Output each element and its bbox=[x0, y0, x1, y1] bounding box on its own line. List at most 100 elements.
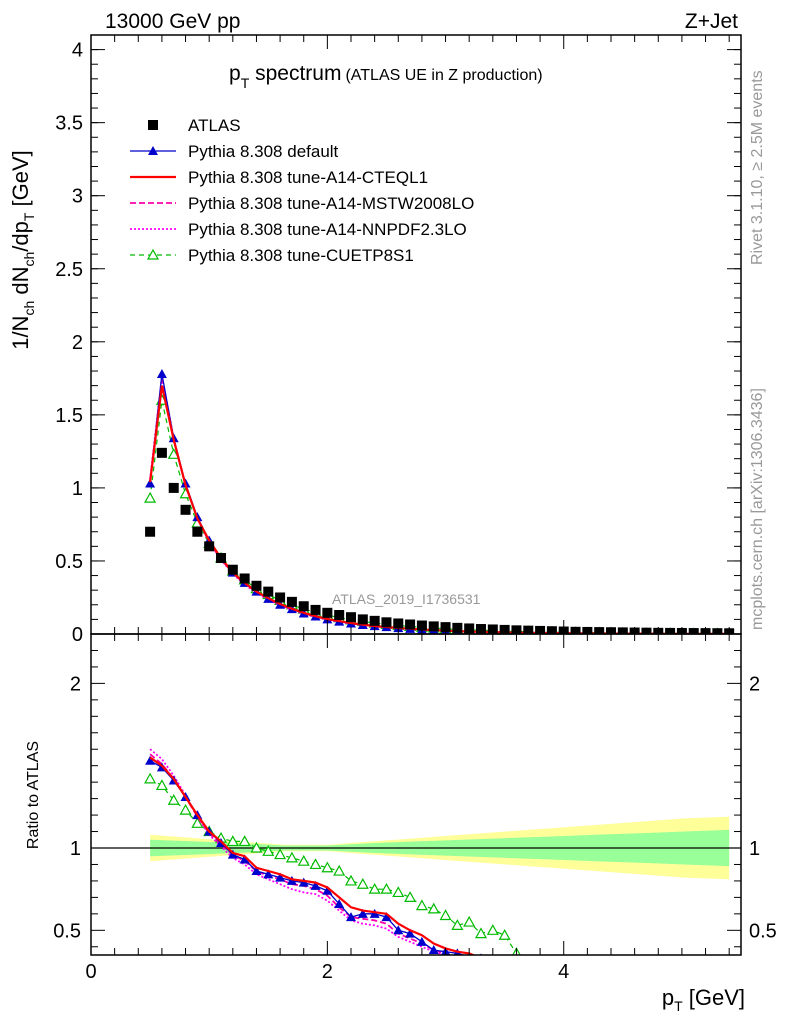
process-label: Z+Jet bbox=[685, 10, 738, 33]
main-atlas-point bbox=[523, 625, 534, 634]
main-cuetp8s1-point bbox=[144, 491, 157, 503]
main-atlas-point bbox=[369, 615, 380, 626]
x-tick-label: 2 bbox=[322, 961, 333, 983]
main-atlas-point bbox=[393, 618, 404, 629]
main-atlas-point bbox=[239, 573, 250, 584]
main-y-tick-label: 4 bbox=[72, 40, 83, 62]
main-y-tick-label: 0.5 bbox=[55, 551, 83, 573]
ratio-default-point bbox=[393, 925, 404, 935]
ratio-frame bbox=[90, 633, 742, 956]
ratio-y-tick-label: 1 bbox=[70, 838, 81, 860]
main-cuetp8s1-point bbox=[167, 448, 180, 459]
ratio-default-point bbox=[298, 877, 309, 887]
x-tick-label: 4 bbox=[558, 961, 569, 983]
legend-mstw-label: Pythia 8.308 tune-A14-MSTW2008LO bbox=[188, 194, 474, 213]
ylabel-sub-1: ch bbox=[21, 301, 37, 316]
ratio-cuetp8s1-point bbox=[463, 915, 476, 927]
ratio-cuetp8s1-point bbox=[238, 835, 251, 847]
ylabel-sub-2: ch bbox=[21, 252, 37, 267]
ratio-cuetp8s1-point bbox=[297, 854, 310, 866]
ratio-default-point bbox=[310, 880, 321, 890]
main-y-tick-label: 3 bbox=[72, 186, 83, 208]
legend-default-marker bbox=[148, 146, 158, 155]
source-label: mcplots.cern.ch [arXiv:1306.3436] bbox=[749, 388, 766, 630]
ratio-y-axis-label: Ratio to ATLAS bbox=[25, 741, 42, 849]
ratio-cuetp8s1-point bbox=[415, 899, 428, 911]
main-atlas-point bbox=[594, 627, 605, 634]
ratio-cuetp8s1-point bbox=[179, 803, 192, 815]
main-atlas-point bbox=[416, 620, 427, 631]
main-atlas-point bbox=[298, 601, 309, 612]
main-atlas-point bbox=[263, 586, 274, 597]
ratio-cuetp8s1-point bbox=[486, 924, 499, 935]
ratio-default-point bbox=[369, 908, 380, 918]
chart-title-main: p bbox=[229, 62, 241, 85]
legend-cteql1-label: Pythia 8.308 tune-A14-CTEQL1 bbox=[188, 168, 428, 187]
main-y-tick-label: 1.5 bbox=[55, 405, 83, 427]
ratio-cuetp8s1-point bbox=[368, 882, 381, 894]
main-atlas-point bbox=[712, 628, 723, 634]
main-atlas-point bbox=[145, 526, 156, 537]
energy-label: 13000 GeV pp bbox=[105, 10, 240, 33]
main-y-ticks: 0 0.5 1 1.5 2 2.5 3 3.5 4 bbox=[55, 34, 741, 646]
main-atlas-point bbox=[275, 592, 286, 603]
main-atlas-point bbox=[617, 627, 628, 634]
ratio-y-tick-label: 0.5 bbox=[53, 920, 81, 942]
main-atlas-point bbox=[168, 482, 179, 493]
legend-atlas-label: ATLAS bbox=[188, 116, 241, 135]
ratio-cteql1-line bbox=[149, 756, 476, 955]
ratio-cuetp8s1-point bbox=[274, 848, 287, 860]
main-atlas-point bbox=[641, 627, 652, 634]
main-atlas-point bbox=[180, 504, 191, 515]
ratio-cuetp8s1-point bbox=[155, 779, 168, 791]
legend-nnpdf-label: Pythia 8.308 tune-A14-NNPDF2.3LO bbox=[188, 220, 467, 239]
ratio-default-point bbox=[334, 898, 345, 908]
ratio-cuetp8s1-point bbox=[333, 864, 346, 876]
x-tick-label: 0 bbox=[85, 961, 96, 983]
ratio-cuetp8s1-point bbox=[191, 817, 204, 828]
ratio-cuetp8s1-point bbox=[427, 902, 440, 914]
legend: ATLAS Pythia 8.308 default Pythia 8.308 tu… bbox=[130, 116, 474, 265]
chart-title-note: (ATLAS UE in Z production) bbox=[345, 67, 542, 84]
legend-cuetp8s1-label: Pythia 8.308 tune-CUETP8S1 bbox=[188, 246, 414, 265]
main-atlas-point bbox=[546, 626, 557, 634]
ylabel-sub-3: T bbox=[21, 212, 37, 221]
ratio-plot-marks bbox=[91, 748, 741, 955]
ratio-cuetp8s1-point bbox=[309, 858, 322, 870]
chart-title-rest: spectrum bbox=[249, 62, 341, 85]
x-axis-label: pT [GeV] bbox=[662, 985, 745, 1014]
main-panel: 00.511.522.533.54 pT spectrum (ATLAS UE i… bbox=[8, 34, 742, 646]
ratio-y-tick-label-right: 2 bbox=[749, 673, 760, 695]
main-default-point bbox=[145, 478, 156, 488]
main-atlas-point bbox=[665, 627, 676, 634]
main-atlas-point bbox=[216, 553, 226, 564]
ratio-cuetp8s1-point bbox=[144, 772, 157, 784]
xlabel-main: p bbox=[662, 985, 674, 1010]
main-y-tick-label: 2 bbox=[72, 332, 83, 354]
main-atlas-point bbox=[688, 628, 699, 634]
ratio-cuetp8s1-point bbox=[250, 841, 263, 853]
ratio-cuetp8s1-point bbox=[321, 861, 334, 873]
main-atlas-point bbox=[381, 617, 392, 628]
ratio-default-point bbox=[239, 854, 250, 864]
ratio-cuetp8s1-point bbox=[392, 886, 405, 898]
ratio-cuetp8s1-point bbox=[226, 835, 239, 847]
xlabel-sub: T bbox=[674, 998, 683, 1014]
chart-title-sub: T bbox=[241, 75, 250, 91]
main-atlas-point bbox=[251, 580, 262, 591]
ylabel-part-2: dN bbox=[8, 267, 33, 301]
main-y-tick-label: 0 bbox=[72, 624, 83, 646]
ratio-y-tick-label-right: 0.5 bbox=[749, 920, 777, 942]
main-atlas-point bbox=[322, 607, 333, 618]
main-atlas-point bbox=[428, 621, 439, 632]
ratio-panel: 0.5 0.5 1 1 2 2 0 2 4 Ratio to ATLAS pT [GeV] bbox=[25, 633, 777, 1014]
ratio-cuetp8s1-point bbox=[380, 882, 393, 894]
main-atlas-point bbox=[346, 612, 356, 623]
ratio-default-point bbox=[227, 849, 238, 859]
main-cuetp8s1-line bbox=[149, 400, 730, 634]
ratio-y-tick-label: 2 bbox=[70, 673, 81, 695]
ratio-ticks: 0.5 0.5 1 1 2 2 0 2 4 bbox=[53, 634, 777, 983]
ratio-cuetp8s1-point bbox=[498, 929, 511, 940]
ratio-default-point bbox=[263, 869, 274, 879]
ratio-default-point bbox=[357, 908, 368, 918]
